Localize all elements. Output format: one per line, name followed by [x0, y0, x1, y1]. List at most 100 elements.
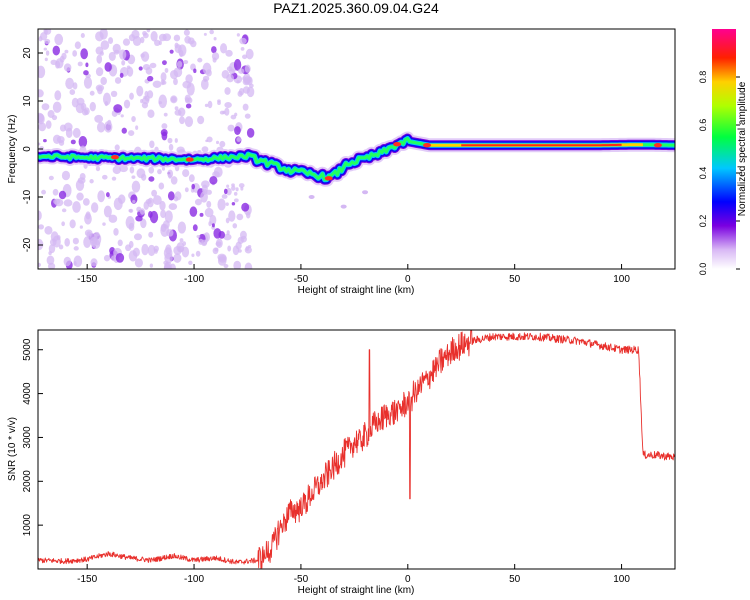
spectrogram-y-tick-label: -20 — [22, 237, 33, 252]
noise-blob — [96, 121, 106, 133]
noise-blob — [164, 67, 169, 74]
noise-blob — [191, 253, 195, 258]
noise-blob — [86, 231, 92, 239]
snr-x-tick-label: -150 — [77, 574, 97, 585]
snr-frame — [37, 329, 676, 570]
colorbar-tick-label: 0.8 — [698, 71, 708, 84]
noise-blob — [38, 122, 47, 132]
noise-blob — [129, 92, 134, 100]
noise-blob — [147, 75, 154, 82]
snr-y-tick-label: 1000 — [22, 514, 33, 537]
noise-blob — [91, 202, 99, 213]
noise-blob — [149, 140, 155, 149]
noise-blob — [161, 167, 166, 171]
noise-blob — [133, 233, 143, 241]
noise-blob — [77, 61, 83, 67]
noise-blob — [241, 202, 250, 212]
noise-blob — [54, 33, 64, 46]
noise-blob — [141, 243, 149, 256]
noise-blob — [103, 254, 111, 262]
noise-blob — [161, 80, 167, 85]
noise-blob — [79, 172, 86, 180]
noise-blob — [200, 78, 209, 90]
noise-blob — [121, 127, 127, 134]
noise-blob — [89, 179, 94, 184]
noise-blob — [159, 200, 166, 211]
noise-blob — [99, 29, 108, 40]
noise-blob — [231, 201, 236, 206]
noise-blob — [240, 186, 244, 191]
noise-blob — [148, 231, 154, 238]
noise-blob — [38, 65, 46, 79]
noise-blob — [48, 244, 56, 254]
noise-blob — [43, 47, 48, 51]
noise-blob — [61, 170, 71, 181]
noise-blob — [213, 36, 217, 41]
noise-blob — [95, 67, 104, 77]
noise-blob — [117, 239, 123, 247]
noise-blob — [58, 190, 67, 200]
noise-blob — [169, 49, 174, 54]
noise-blob — [135, 215, 143, 222]
noise-blob — [122, 38, 131, 46]
noise-blob — [174, 109, 182, 116]
noise-blob — [215, 238, 223, 249]
noise-blob — [111, 176, 117, 181]
noise-blob — [83, 76, 93, 89]
noise-blob — [234, 126, 241, 135]
noise-blob — [89, 101, 96, 112]
noise-blob — [41, 103, 50, 111]
noise-blob — [95, 84, 105, 92]
noise-blob — [149, 263, 154, 268]
noise-blob — [226, 187, 232, 196]
noise-blob — [201, 184, 208, 194]
noise-blob — [206, 200, 212, 208]
noise-blob — [81, 108, 89, 116]
noise-blob — [164, 210, 173, 223]
noise-blob — [80, 32, 85, 39]
noise-blob — [199, 212, 204, 217]
noise-blob — [140, 218, 147, 229]
noise-blob — [150, 31, 158, 42]
noise-blob — [240, 46, 245, 51]
noise-blob — [183, 29, 190, 36]
noise-blob — [162, 33, 172, 42]
noise-blob — [103, 205, 112, 218]
noise-blob — [174, 138, 178, 143]
noise-blob — [129, 166, 135, 174]
noise-blob — [174, 42, 179, 49]
noise-blob — [69, 89, 76, 96]
noise-blob — [189, 206, 198, 217]
noise-blob — [126, 65, 131, 70]
noise-blob — [184, 116, 194, 128]
noise-blob — [71, 97, 79, 108]
noise-blob — [50, 59, 58, 65]
noise-blob — [132, 247, 140, 257]
colorbar-tick-label: 0.6 — [698, 119, 708, 132]
noise-blob — [108, 214, 118, 223]
noise-blob — [177, 221, 187, 234]
noise-blob — [104, 100, 109, 107]
spectrogram-x-tick-label: -150 — [77, 274, 97, 285]
noise-blob — [227, 245, 232, 252]
colorbar-tick-label: 0.0 — [698, 263, 708, 276]
noise-blob — [237, 249, 242, 253]
noise-blob — [211, 46, 217, 54]
noise-blob — [100, 40, 110, 50]
noise-blob — [182, 169, 190, 178]
noise-blob — [225, 202, 229, 207]
noise-blob — [89, 90, 95, 96]
noise-blob — [72, 237, 79, 245]
noise-blob — [141, 173, 147, 181]
noise-blob — [48, 251, 52, 256]
noise-blob — [173, 77, 178, 86]
snr-series-line — [38, 330, 675, 569]
noise-blob — [63, 63, 72, 72]
snr-y-tick-label: 4000 — [22, 382, 33, 405]
noise-blob — [112, 165, 122, 175]
noise-blob — [148, 210, 153, 218]
noise-blob — [136, 85, 144, 97]
noise-blob — [128, 240, 134, 248]
noise-blob — [204, 207, 214, 218]
noise-blob — [225, 217, 230, 224]
